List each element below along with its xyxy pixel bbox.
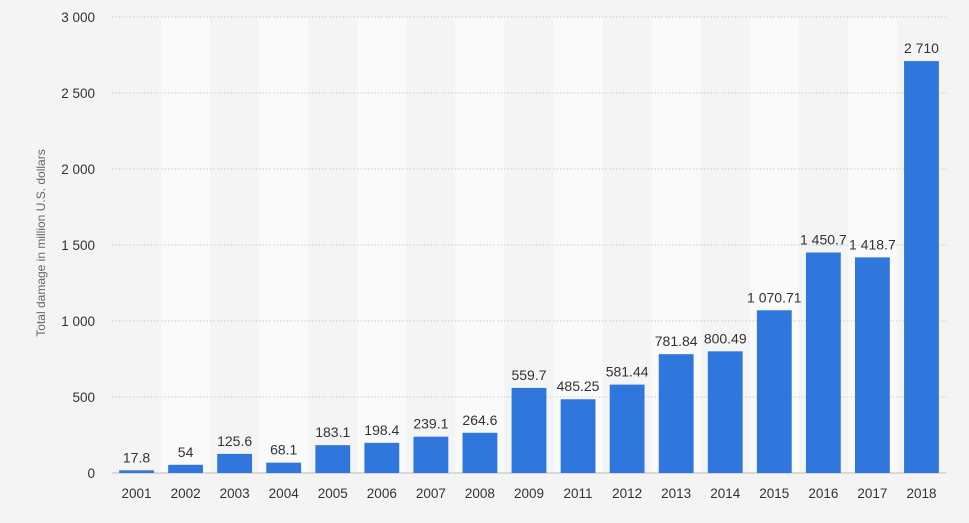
bar [904,61,939,474]
y-tick-label: 2 500 [61,86,95,101]
x-tick-label: 2012 [612,486,642,501]
data-label: 1 418.7 [849,236,896,252]
x-tick-label: 2014 [710,486,741,501]
bar [511,387,547,473]
bar [805,252,841,473]
data-label: 68.1 [270,442,297,458]
y-tick-label: 3 000 [61,10,95,25]
bars [119,61,939,474]
y-tick-label: 500 [72,390,95,405]
data-label: 183.1 [315,424,350,440]
bar [119,470,154,473]
data-label: 2 710 [904,40,939,56]
bar [658,354,694,473]
x-tick-label: 2017 [857,486,887,501]
data-label: 198.4 [364,422,399,438]
x-tick-label: 2007 [416,486,446,501]
x-tick-label: 2002 [171,486,201,501]
x-tick-label: 2016 [808,486,838,501]
data-label: 54 [178,444,194,460]
y-tick-label: 0 [87,466,95,481]
data-labels: 17.8 54 125.6 68.1 183.1 198.4 239.1 264.6 559.7… [123,40,939,465]
x-tick-label: 2015 [759,486,789,501]
data-label: 485.25 [557,378,600,394]
bar [315,445,351,473]
y-axis-title: Total damage in million U.S. dollars [34,149,48,336]
bar [168,464,204,473]
bar [707,351,743,473]
x-tick-label: 2009 [514,486,544,501]
data-label: 800.49 [704,330,747,346]
bar [413,436,449,473]
x-tick-label: 2001 [122,486,152,501]
data-label: 581.44 [606,364,649,380]
x-tick-label: 2004 [269,486,300,501]
data-label: 125.6 [217,433,252,449]
bar [609,384,645,473]
y-tick-label: 1 500 [61,238,95,253]
y-tick-label: 2 000 [61,162,95,177]
data-label: 264.6 [462,412,497,428]
data-label: 781.84 [655,333,698,349]
x-tick-label: 2005 [318,486,348,501]
bar [462,432,498,473]
x-tick-label: 2011 [564,486,593,501]
bar [854,257,890,473]
x-tick-label: 2013 [661,486,691,501]
bar [364,442,400,473]
data-label: 239.1 [413,416,448,432]
x-tick-label: 2018 [906,486,936,501]
y-axis-ticks: 0 500 1 000 1 500 2 000 2 500 3 000 [61,10,95,481]
x-axis-ticks: 2001 2002 2003 2004 2005 2006 2007 2008 2009 2011… [122,486,937,501]
x-tick-label: 2008 [465,486,495,501]
y-tick-label: 1 000 [61,314,95,329]
bar [266,462,302,473]
bar [756,310,792,473]
x-tick-label: 2003 [220,486,250,501]
data-label: 17.8 [123,449,150,465]
x-tick-label: 2006 [367,486,397,501]
data-label: 1 450.7 [800,231,847,247]
bar [217,453,253,473]
bar [560,399,596,473]
data-label: 1 070.71 [747,289,802,305]
data-label: 559.7 [511,367,546,383]
